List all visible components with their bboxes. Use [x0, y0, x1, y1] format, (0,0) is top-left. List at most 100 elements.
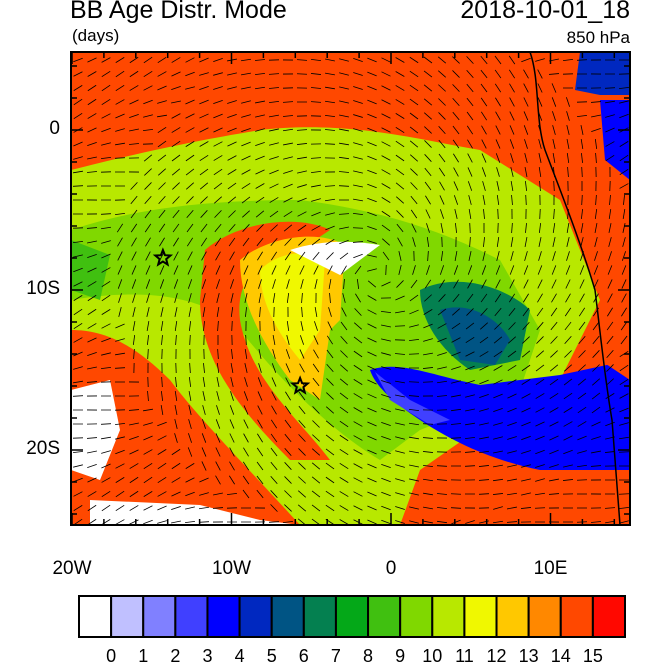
wind-vector	[354, 308, 362, 316]
wind-vector	[157, 491, 167, 497]
wind-vector	[201, 251, 207, 261]
wind-vector	[381, 491, 391, 497]
wind-vector	[409, 324, 419, 328]
wind-vector	[159, 265, 165, 275]
wind-vector	[228, 237, 236, 247]
wind-vector	[256, 447, 264, 457]
wind-vector	[409, 436, 419, 440]
wind-vector	[594, 208, 598, 220]
colorbar-label: 2	[170, 646, 181, 666]
wind-vector	[243, 405, 249, 415]
wind-vector	[72, 240, 84, 244]
wind-vector	[129, 70, 139, 78]
wind-vector	[199, 182, 209, 190]
wind-vector	[339, 519, 349, 525]
wind-vector	[507, 450, 517, 454]
wind-vector	[129, 476, 139, 484]
wind-vector	[436, 479, 448, 481]
wind-vector	[257, 433, 263, 443]
wind-vector	[552, 125, 556, 135]
wind-vector	[552, 222, 556, 234]
wind-vector	[229, 433, 235, 443]
wind-vector	[467, 139, 473, 149]
wind-vector	[325, 434, 335, 442]
wind-vector	[114, 212, 126, 216]
wind-vector	[202, 307, 206, 317]
wind-vector	[101, 84, 111, 92]
wind-vector	[439, 279, 445, 289]
wind-vector	[595, 152, 597, 164]
wind-vector	[202, 377, 206, 387]
wind-vector	[298, 405, 306, 415]
wind-vector	[185, 99, 195, 105]
wind-vector	[552, 139, 556, 149]
wind-vector	[217, 320, 219, 332]
wind-vector	[466, 69, 474, 79]
wind-vector	[214, 210, 222, 218]
wind-vector	[271, 265, 277, 275]
wind-vector	[227, 141, 237, 147]
wind-vector	[129, 505, 139, 511]
wind-vector	[87, 366, 97, 370]
wind-vector	[212, 507, 224, 509]
wind-vector	[549, 478, 559, 482]
wind-vector	[297, 224, 307, 232]
wind-vector	[185, 113, 195, 119]
wind-vector	[186, 223, 194, 233]
wind-vector	[618, 86, 630, 90]
wind-vector	[466, 111, 474, 121]
wind-vector	[592, 307, 600, 317]
wind-vector	[243, 419, 249, 429]
wind-vector	[495, 111, 501, 121]
wind-vector	[423, 338, 433, 342]
x-axis-label: 10W	[211, 558, 252, 579]
wind-vector	[324, 129, 336, 131]
wind-vector	[353, 253, 363, 259]
wind-vector	[73, 295, 83, 301]
wind-vector	[452, 293, 460, 303]
wind-vector	[73, 98, 83, 106]
wind-vector	[453, 265, 459, 275]
wind-vector	[367, 57, 377, 63]
wind-vector	[452, 84, 460, 92]
wind-vector	[324, 198, 336, 202]
wind-vector	[605, 141, 615, 147]
wind-vector	[73, 366, 83, 370]
wind-vector	[144, 168, 152, 176]
wind-vector	[174, 320, 178, 332]
wind-vector	[188, 391, 192, 401]
wind-vector	[157, 505, 167, 511]
wind-vector	[115, 490, 125, 498]
wind-vector	[605, 520, 615, 524]
wind-vector	[492, 493, 504, 495]
wind-vector	[437, 323, 447, 329]
wind-vector	[241, 169, 251, 175]
wind-vector	[408, 422, 420, 426]
wind-vector	[367, 85, 377, 91]
wind-vector	[353, 114, 363, 118]
wind-vector	[549, 449, 559, 455]
wind-vector	[87, 491, 97, 497]
wind-vector	[254, 72, 266, 76]
wind-vector	[409, 84, 419, 92]
wind-vector	[201, 279, 207, 289]
wind-vector	[482, 195, 486, 205]
wind-vector	[227, 127, 237, 133]
wind-vector	[480, 111, 488, 121]
wind-vector	[100, 423, 112, 425]
wind-vector	[343, 278, 345, 290]
colorbar-swatch	[559, 595, 594, 638]
wind-vector	[606, 335, 614, 345]
wind-vector	[381, 197, 391, 203]
wind-vector	[241, 182, 251, 190]
wind-vector	[395, 492, 405, 496]
wind-vector	[550, 321, 558, 331]
wind-vector	[367, 505, 377, 511]
wind-vector	[174, 307, 178, 317]
wind-vector	[509, 111, 515, 121]
wind-vector	[480, 308, 488, 316]
wind-vector	[283, 156, 293, 160]
wind-vector	[339, 406, 349, 414]
wind-vector	[521, 421, 531, 427]
wind-vector	[87, 71, 97, 77]
